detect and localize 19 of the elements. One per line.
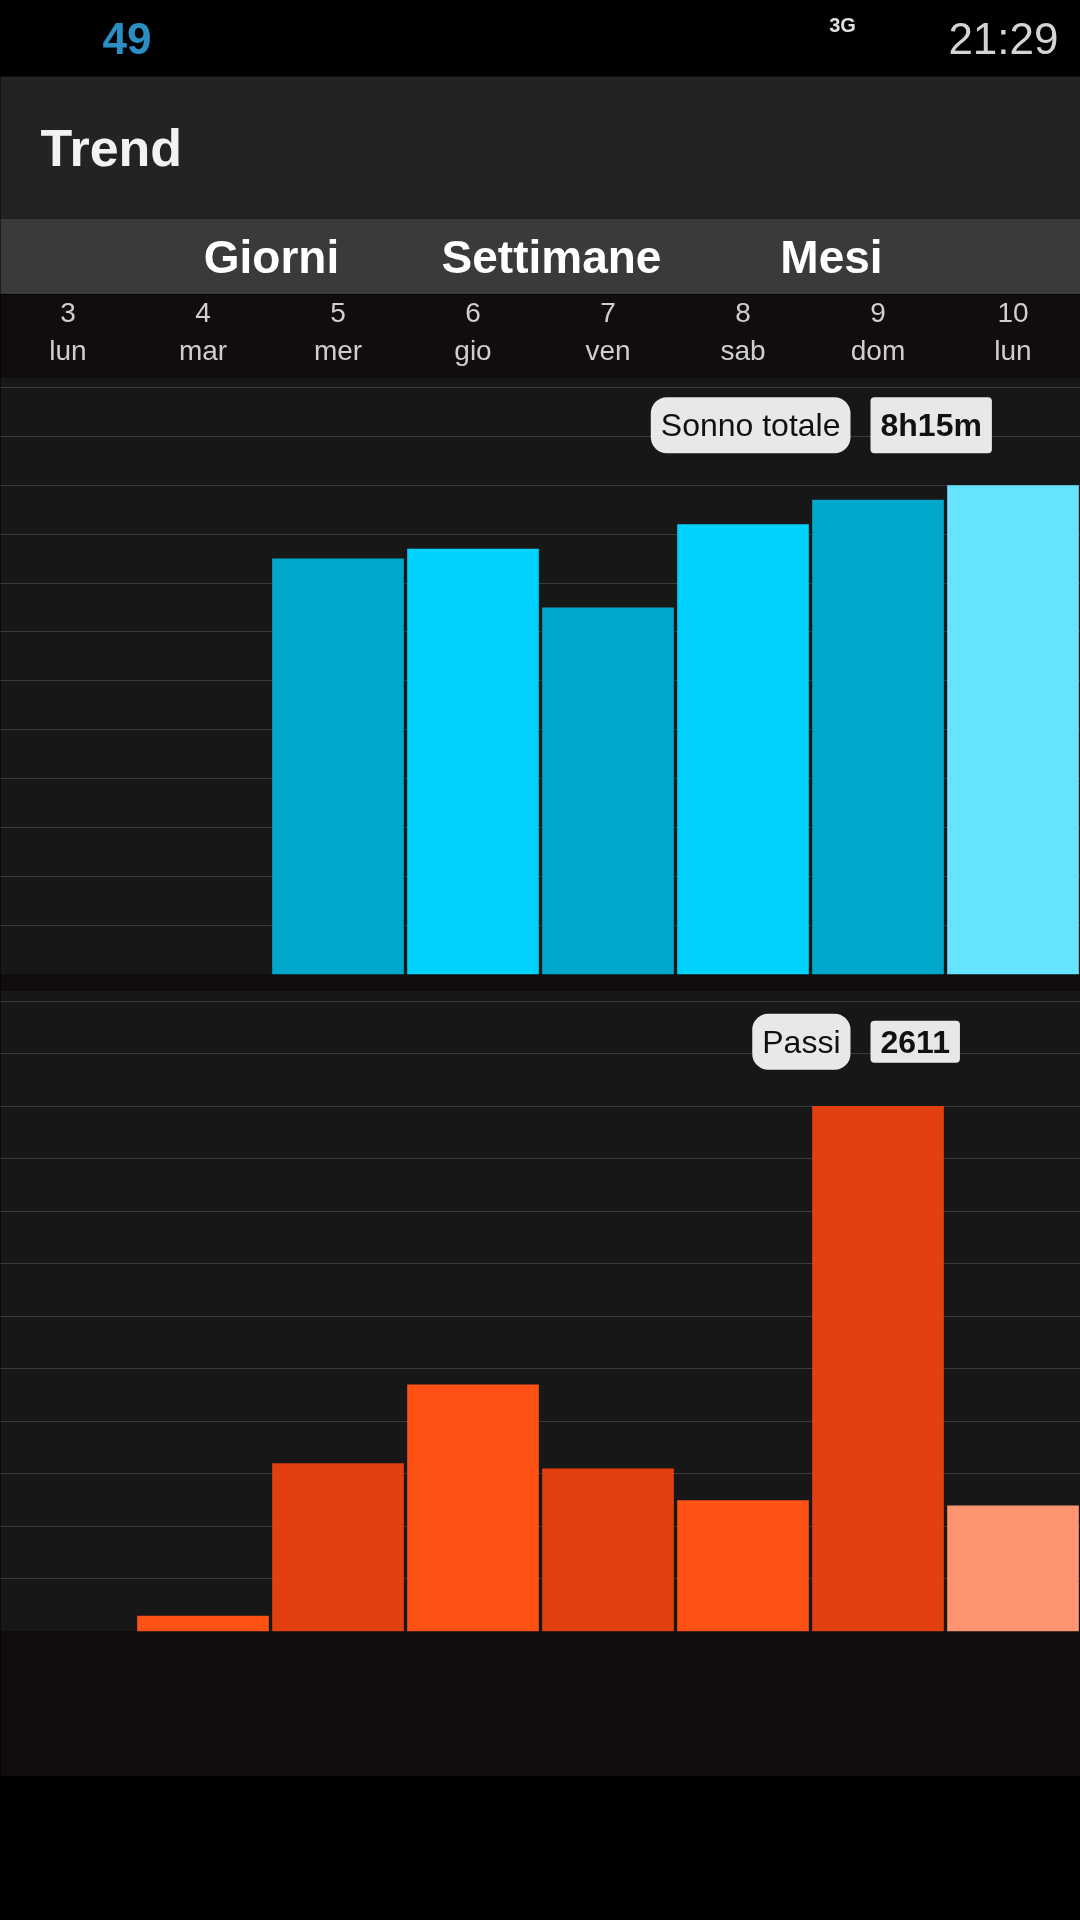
text: Passi — [762, 1023, 841, 1060]
text: 2611 — [880, 1023, 950, 1060]
text: Giorni — [203, 230, 340, 283]
x-tick-label: 6 gio — [454, 297, 492, 366]
text: Mesi — [780, 230, 883, 283]
text: 8h15m — [880, 407, 982, 444]
x-tick-label: 3 lun — [49, 297, 87, 366]
text: Settimane — [441, 230, 662, 283]
x-tick-label: 7 ven — [585, 297, 631, 366]
x-tick-label: 5 mer — [313, 297, 363, 366]
text: 3G — [829, 13, 856, 36]
text: 49 — [102, 14, 152, 63]
text: Trend — [40, 118, 183, 177]
x-tick-label: 4 mar — [178, 297, 228, 366]
text: Sonno totale — [660, 407, 841, 444]
x-tick-label: 8 sab — [720, 297, 766, 366]
text: 21:29 — [948, 14, 1059, 63]
x-tick-label: 10 lun — [994, 297, 1032, 366]
x-tick-label: 9 dom — [850, 297, 906, 366]
